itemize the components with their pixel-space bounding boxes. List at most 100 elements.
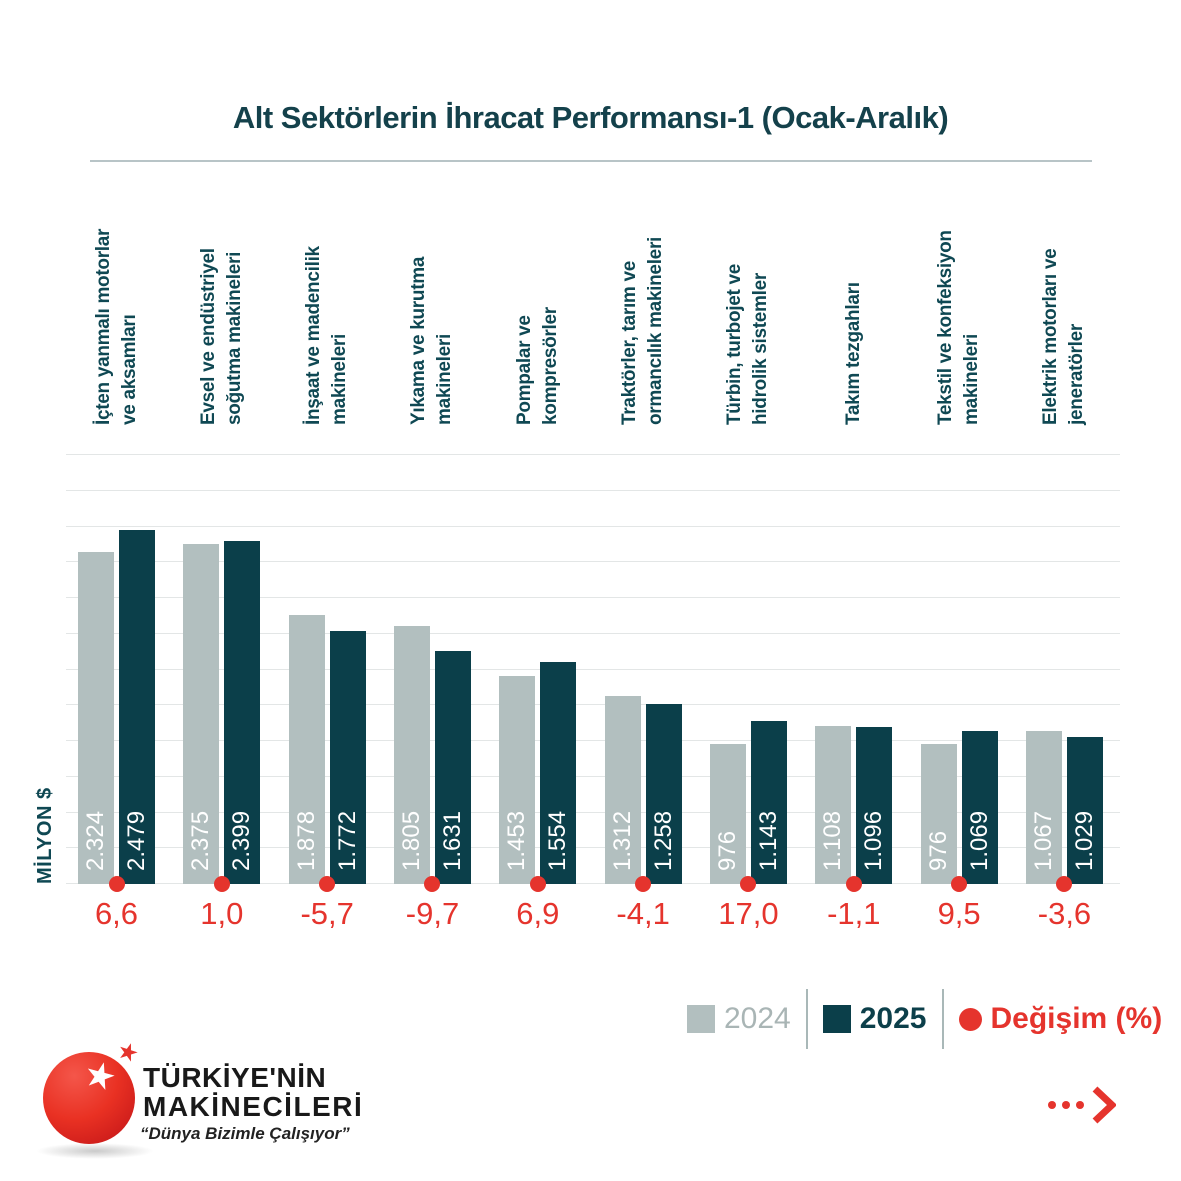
category-label: Tekstil ve konfeksiyon makineleri <box>935 230 983 425</box>
gridline <box>66 561 1120 563</box>
ellipsis-dot-icon <box>1076 1101 1084 1109</box>
gridline <box>66 704 1120 706</box>
bar-value-label: 1.143 <box>754 810 782 871</box>
logo-brand-line2: MAKİNECİLERİ <box>143 1091 364 1122</box>
bar-value-label: 1.878 <box>292 810 320 871</box>
category-label: Türbin, turbojet ve hidrolik sistemler <box>724 263 772 425</box>
change-pct-label: 1,0 <box>200 896 244 931</box>
change-pct-label: 6,6 <box>94 896 139 931</box>
change-dot <box>635 876 652 892</box>
bar-group: 2.324 2.479 <box>78 529 155 892</box>
bar-2024: 1.108 <box>815 725 852 884</box>
bar-value-label: 1.631 <box>438 810 466 871</box>
chevron-right-icon <box>1092 1086 1116 1124</box>
bar-value-label: 976 <box>924 830 952 871</box>
bar-value-label: 976 <box>713 830 741 871</box>
category-label: Elektrik motorları ve jeneratörler <box>1040 248 1088 425</box>
bar-group: 976 1.069 <box>920 731 998 892</box>
gridline <box>66 525 1120 527</box>
bar-2024: 1.312 <box>604 696 641 884</box>
bar-value-label: 1.096 <box>860 810 888 871</box>
category-label: Evsel ve endüstriyel soğutma makineleri <box>197 248 245 425</box>
bar-group: 1.067 1.029 <box>1025 731 1103 892</box>
change-dot <box>951 876 968 892</box>
bar-value-label: 2.479 <box>123 810 150 871</box>
bar-2024: 1.805 <box>393 625 430 884</box>
legend-item: 2024 <box>687 1002 791 1036</box>
ellipsis-dot-icon <box>1062 1101 1070 1109</box>
bar-2025: 1.029 <box>1066 736 1103 884</box>
bar-group: 1.312 1.258 <box>604 696 682 892</box>
change-pct-label: -9,7 <box>405 896 460 931</box>
change-dot <box>1056 876 1073 892</box>
bar-2025: 2.399 <box>224 540 261 884</box>
gridline <box>66 597 1120 598</box>
bar-2025: 1.631 <box>434 650 471 884</box>
title-divider <box>90 160 1092 162</box>
legend-label: Değişim (%) <box>990 1002 1163 1035</box>
change-pct-label: 17,0 <box>718 896 779 931</box>
bar-2024: 1.453 <box>499 676 536 884</box>
logo-brand-line1: TÜRKİYE'NİN <box>143 1062 327 1093</box>
bar-value-label: 1.805 <box>397 810 425 871</box>
legend-divider <box>805 989 808 1049</box>
category-label: Yıkama ve kurutma makineleri <box>408 256 456 425</box>
gridline <box>66 883 1120 884</box>
bar-value-label: 1.772 <box>333 810 361 871</box>
bar-group: 1.878 1.772 <box>288 615 366 892</box>
bar-group: 976 1.143 <box>709 720 787 892</box>
gridline <box>66 489 1120 491</box>
gridline <box>66 847 1120 849</box>
ellipsis-dot-icon <box>1048 1101 1056 1109</box>
logo-tagline: “Dünya Bizimle Çalışıyor” <box>140 1124 350 1143</box>
bar-2024: 1.878 <box>288 615 325 884</box>
change-dot <box>845 876 862 892</box>
bar-value-label: 1.554 <box>544 810 572 871</box>
bar-2025: 1.772 <box>329 630 366 884</box>
legend-circle-marker <box>958 1007 982 1031</box>
gridline <box>66 740 1120 741</box>
page-title: Alt Sektörlerin İhracat Performansı-1 (O… <box>232 100 949 135</box>
category-label: Pompalar ve kompresörler <box>513 307 561 425</box>
legend-label: 2024 <box>724 1002 791 1035</box>
bar-chart-plot-area: 2.324 2.479 2.375 2.399 1.878 1.772 1.805 1.631… <box>66 454 1120 892</box>
bar-value-label: 2.375 <box>187 810 215 871</box>
change-pct-label: -3,6 <box>1037 896 1092 931</box>
legend-square-marker <box>687 1005 715 1033</box>
bar-2024: 2.324 <box>78 551 114 884</box>
y-axis-unit-label: MİLYON $ <box>34 787 56 884</box>
change-dot <box>213 876 230 892</box>
bar-2025: 1.554 <box>540 661 577 884</box>
bar-2024: 976 <box>709 744 746 884</box>
bar-group: 1.108 1.096 <box>815 725 893 892</box>
change-dot <box>319 876 336 892</box>
bar-2025: 1.096 <box>856 727 893 884</box>
legend-label: 2025 <box>859 1002 927 1035</box>
category-label: Takım tezgahları <box>842 282 864 425</box>
logo-red-sphere <box>43 1052 135 1144</box>
bars-layer: 2.324 2.479 2.375 2.399 1.878 1.772 1.805 1.631… <box>66 455 1120 892</box>
change-pct-label: 9,5 <box>937 896 981 931</box>
bar-2025: 1.069 <box>961 731 998 884</box>
bar-value-label: 2.324 <box>82 810 109 871</box>
legend-divider <box>941 989 944 1049</box>
change-pct-label: 6,9 <box>516 896 560 931</box>
legend-item: Değişim (%) <box>958 1002 1163 1036</box>
bar-value-label: 1.258 <box>649 810 677 871</box>
bar-group: 1.805 1.631 <box>393 625 471 892</box>
bar-value-label: 1.069 <box>965 810 993 871</box>
bar-2024: 1.067 <box>1025 731 1062 884</box>
chart-legend: 2024 2025 Değişim (%) <box>687 988 1162 1050</box>
change-dot <box>529 876 546 892</box>
bar-2024: 2.375 <box>183 544 220 884</box>
more-arrow[interactable] <box>1048 1086 1116 1124</box>
change-dot <box>740 876 757 892</box>
change-pct-label: -5,7 <box>300 896 354 931</box>
category-label: İnşaat ve madencilik makineleri <box>303 246 351 425</box>
bar-value-label: 1.029 <box>1070 810 1098 871</box>
gridline <box>66 811 1120 813</box>
bar-value-label: 1.108 <box>819 810 847 871</box>
bar-2025: 1.143 <box>750 720 787 884</box>
change-pct-label: -1,1 <box>827 896 881 931</box>
